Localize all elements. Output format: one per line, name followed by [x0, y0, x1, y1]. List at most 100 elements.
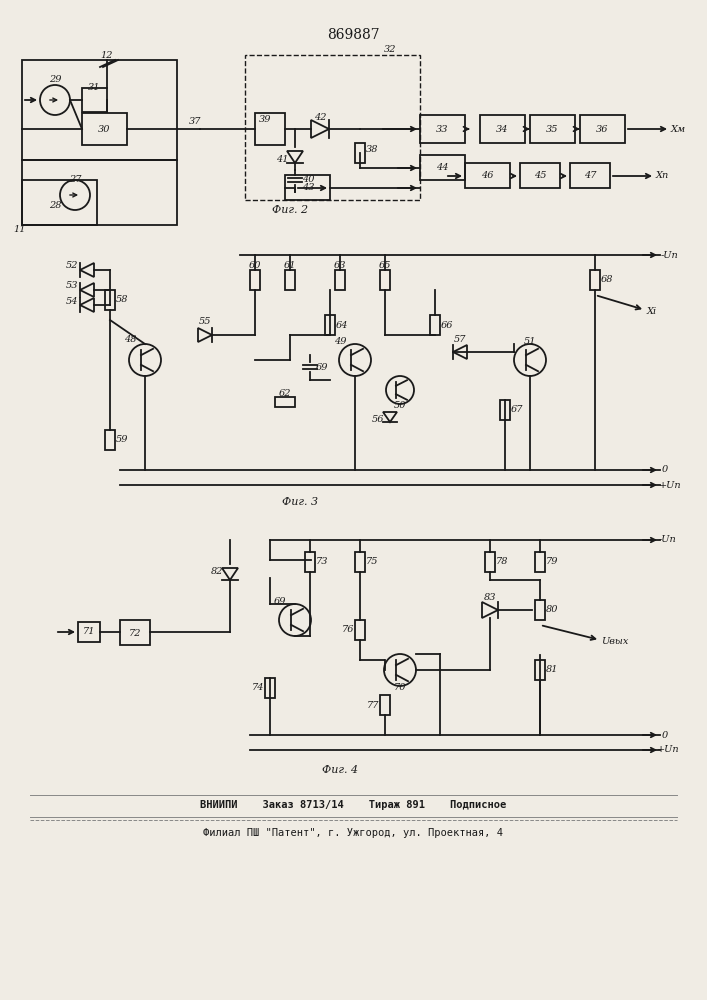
- Text: Фиг. 3: Фиг. 3: [282, 497, 318, 507]
- Text: 65: 65: [379, 260, 391, 269]
- Circle shape: [386, 376, 414, 404]
- Text: -Uп: -Uп: [659, 536, 677, 544]
- Text: 69: 69: [316, 362, 328, 371]
- Bar: [22, 160, 177, 225]
- Text: 45: 45: [534, 172, 547, 180]
- Text: 73: 73: [316, 558, 328, 566]
- Bar: [465, 163, 510, 188]
- Text: 49: 49: [334, 338, 346, 347]
- Text: 63: 63: [334, 260, 346, 269]
- Text: 12: 12: [101, 51, 113, 60]
- Bar: [82, 88, 107, 112]
- Circle shape: [384, 654, 416, 686]
- Text: 61: 61: [284, 260, 296, 269]
- Bar: [530, 115, 575, 143]
- Text: Uвых: Uвых: [602, 638, 629, 647]
- Text: 74: 74: [252, 684, 264, 692]
- Text: 81: 81: [546, 666, 559, 674]
- Text: 82: 82: [211, 568, 223, 576]
- Bar: [265, 678, 275, 698]
- Bar: [500, 400, 510, 420]
- Text: 53: 53: [66, 280, 78, 290]
- Text: 55: 55: [199, 318, 211, 326]
- Bar: [355, 143, 365, 163]
- Text: 32: 32: [384, 45, 396, 54]
- Text: 80: 80: [546, 605, 559, 614]
- Bar: [480, 115, 525, 143]
- Text: 33: 33: [436, 124, 448, 133]
- Text: 50: 50: [394, 400, 407, 410]
- Polygon shape: [482, 602, 498, 618]
- Text: -Uп: -Uп: [661, 250, 679, 259]
- Text: Филиал ПШ "Патент", г. Ужгород, ул. Проектная, 4: Филиал ПШ "Патент", г. Ужгород, ул. Прое…: [203, 828, 503, 838]
- Text: 78: 78: [496, 558, 508, 566]
- Bar: [285, 270, 295, 290]
- Text: +Uп: +Uп: [659, 481, 682, 489]
- Text: 0: 0: [662, 730, 668, 740]
- Text: Xм: Xм: [670, 124, 686, 133]
- Text: 67: 67: [510, 406, 523, 414]
- Bar: [82, 113, 127, 145]
- Text: 83: 83: [484, 592, 496, 601]
- Text: 56: 56: [372, 416, 384, 424]
- Text: 70: 70: [394, 684, 407, 692]
- Text: 48: 48: [124, 336, 136, 344]
- Text: 41: 41: [276, 155, 288, 164]
- Text: ВНИИПИ    Заказ 8713/14    Тираж 891    Подписное: ВНИИПИ Заказ 8713/14 Тираж 891 Подписное: [200, 800, 506, 810]
- Bar: [105, 290, 115, 310]
- Text: 71: 71: [83, 628, 95, 637]
- Text: 11: 11: [13, 226, 26, 234]
- Circle shape: [40, 85, 70, 115]
- Text: 34: 34: [496, 124, 508, 133]
- Bar: [355, 620, 365, 640]
- Bar: [580, 115, 625, 143]
- Polygon shape: [222, 568, 238, 580]
- Bar: [430, 315, 440, 335]
- Text: 29: 29: [49, 76, 62, 85]
- Bar: [275, 397, 295, 407]
- Text: 38: 38: [366, 145, 378, 154]
- Text: 60: 60: [249, 260, 262, 269]
- Text: 47: 47: [584, 172, 596, 180]
- Text: 35: 35: [546, 124, 559, 133]
- Bar: [420, 115, 465, 143]
- Text: 66: 66: [440, 320, 453, 330]
- Text: 57: 57: [454, 336, 466, 344]
- Bar: [535, 660, 545, 680]
- Polygon shape: [198, 328, 212, 342]
- Text: 58: 58: [116, 296, 128, 304]
- Text: 39: 39: [259, 115, 271, 124]
- Text: 62: 62: [279, 388, 291, 397]
- Bar: [355, 552, 365, 572]
- Text: 75: 75: [366, 558, 378, 566]
- Polygon shape: [383, 412, 397, 422]
- Polygon shape: [453, 345, 467, 359]
- Text: 40: 40: [302, 176, 314, 184]
- Text: 37: 37: [189, 117, 201, 126]
- Bar: [380, 695, 390, 715]
- Bar: [590, 270, 600, 290]
- Bar: [535, 552, 545, 572]
- Bar: [120, 620, 150, 645]
- Text: Xп: Xп: [655, 172, 669, 180]
- Text: 76: 76: [341, 626, 354, 635]
- Text: 30: 30: [98, 125, 110, 134]
- Text: 59: 59: [116, 436, 128, 444]
- Bar: [420, 155, 465, 180]
- Text: Фиг. 2: Фиг. 2: [272, 205, 308, 215]
- Text: 69: 69: [274, 597, 286, 606]
- Text: 27: 27: [69, 176, 81, 184]
- Bar: [325, 315, 335, 335]
- Bar: [570, 163, 610, 188]
- Bar: [285, 175, 330, 200]
- Text: Фиг. 4: Фиг. 4: [322, 765, 358, 775]
- Text: 64: 64: [336, 320, 349, 330]
- Polygon shape: [311, 120, 329, 138]
- Bar: [22, 180, 97, 225]
- Polygon shape: [80, 298, 94, 312]
- Text: 51: 51: [524, 338, 536, 347]
- Text: 77: 77: [367, 700, 379, 710]
- Bar: [22, 60, 177, 160]
- Polygon shape: [80, 263, 94, 277]
- Text: 72: 72: [129, 629, 141, 638]
